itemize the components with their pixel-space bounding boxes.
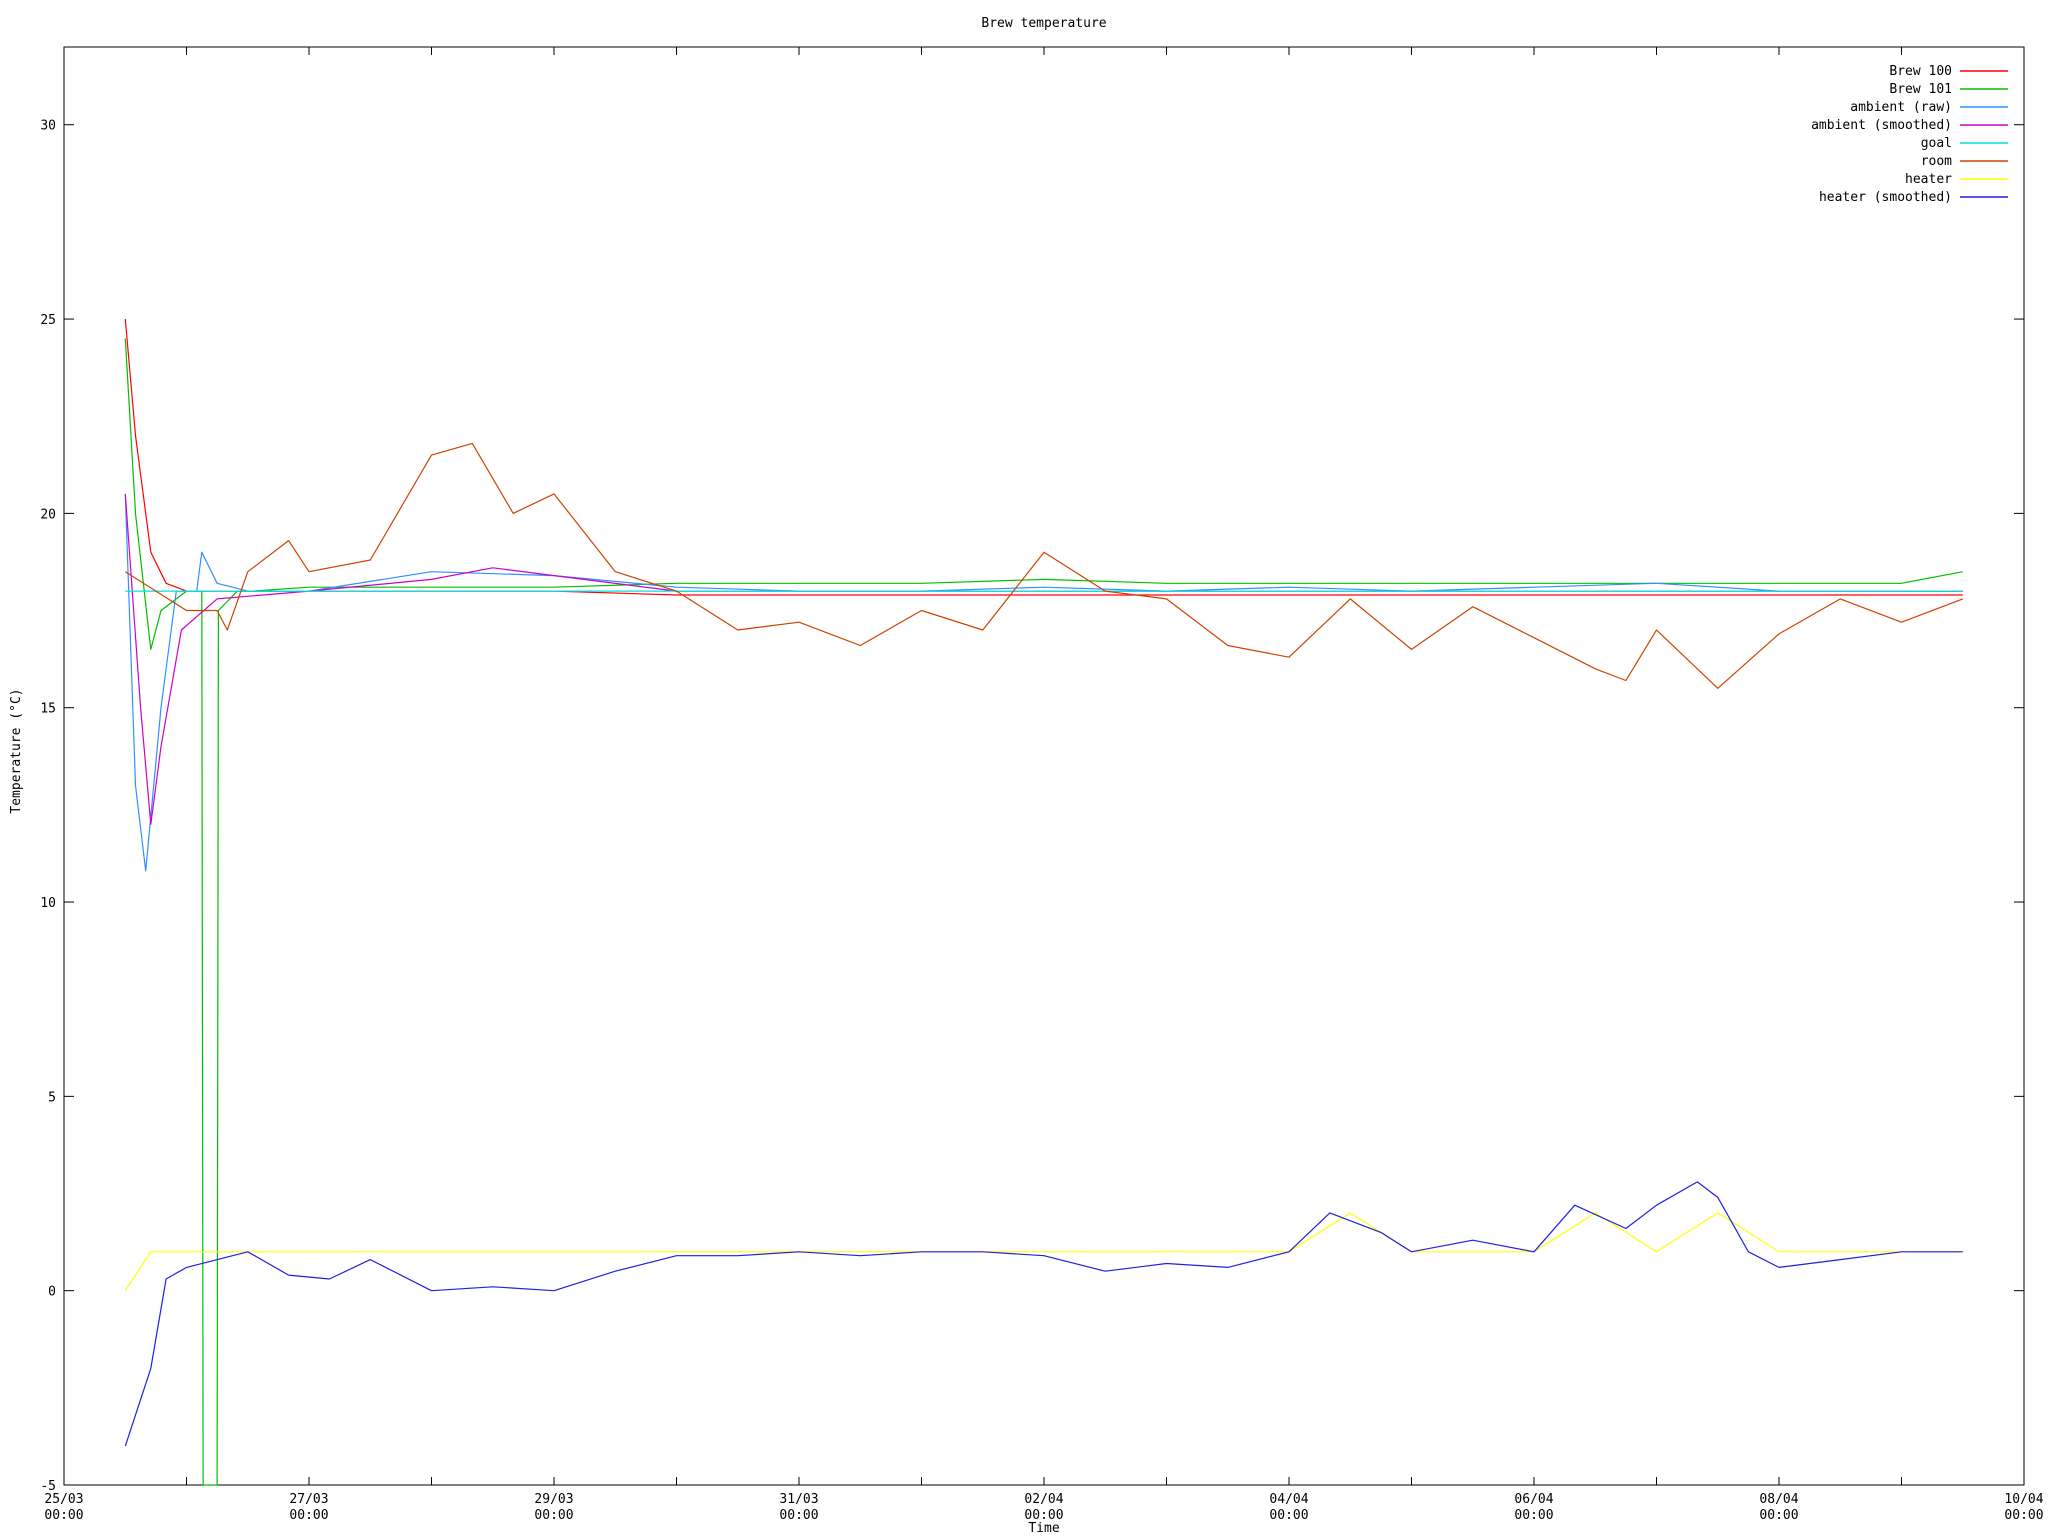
x-tick-label: 04/04 bbox=[1269, 1492, 1308, 1507]
series-line bbox=[124, 338, 1963, 1486]
legend-label: Brew 100 bbox=[1889, 64, 1952, 79]
y-tick-label: 15 bbox=[40, 702, 56, 717]
legend-label: Brew 101 bbox=[1889, 82, 1952, 97]
legend-label: heater (smoothed) bbox=[1819, 190, 1952, 205]
legend-label: ambient (raw) bbox=[1850, 100, 1952, 115]
x-tick-label-time: 00:00 bbox=[779, 1508, 818, 1523]
x-tick-label: 08/04 bbox=[1759, 1492, 1798, 1507]
series-layer bbox=[124, 319, 1964, 1486]
x-tick-label-time: 00:00 bbox=[1269, 1508, 1308, 1523]
plot-frame bbox=[63, 46, 2025, 1486]
y-tick-label: 30 bbox=[40, 119, 56, 134]
x-tick-label: 06/04 bbox=[1514, 1492, 1553, 1507]
y-tick-label: 0 bbox=[48, 1285, 56, 1300]
x-tick-label: 27/03 bbox=[289, 1492, 328, 1507]
series-line bbox=[124, 1181, 1963, 1447]
legend: Brew 100 Brew 101 ambient (raw) ambient (sm… bbox=[1811, 64, 2008, 205]
chart-title: Brew temperature bbox=[981, 16, 1106, 31]
y-tick-label: 25 bbox=[40, 313, 56, 328]
series-line bbox=[124, 442, 1964, 689]
legend-label: goal bbox=[1921, 136, 1952, 151]
series-line bbox=[124, 1212, 1963, 1292]
x-tick-label-time: 00:00 bbox=[534, 1508, 573, 1523]
x-tick-label: 10/04 bbox=[2004, 1492, 2043, 1507]
x-tick-label-time: 00:00 bbox=[289, 1508, 328, 1523]
x-tick-label: 29/03 bbox=[534, 1492, 573, 1507]
x-tick-label-time: 00:00 bbox=[1024, 1508, 1063, 1523]
x-tick-label-time: 00:00 bbox=[2004, 1508, 2043, 1523]
x-tick-label: 02/04 bbox=[1024, 1492, 1063, 1507]
x-tick-label: 25/03 bbox=[44, 1492, 83, 1507]
x-tick-label: 31/03 bbox=[779, 1492, 818, 1507]
x-tick-label-time: 00:00 bbox=[1759, 1508, 1798, 1523]
y-axis-label: Temperature (°C) bbox=[9, 688, 24, 813]
x-tick-label-time: 00:00 bbox=[1514, 1508, 1553, 1523]
series-line bbox=[124, 319, 1963, 596]
legend-label: room bbox=[1921, 154, 1952, 169]
y-tick-label: -5 bbox=[40, 1479, 56, 1494]
y-tick-label: 5 bbox=[48, 1090, 56, 1105]
legend-label: ambient (smoothed) bbox=[1811, 118, 1952, 133]
y-tick-label: 10 bbox=[40, 896, 56, 911]
x-axis-label: Time bbox=[1028, 1521, 1059, 1536]
y-tick-label: 20 bbox=[40, 507, 56, 522]
axis-ticks: 25/0300:0027/0300:0029/0300:0031/0300:00… bbox=[40, 47, 2044, 1523]
legend-label: heater bbox=[1905, 172, 1952, 187]
series-line bbox=[124, 493, 1963, 872]
x-tick-label-time: 00:00 bbox=[44, 1508, 83, 1523]
